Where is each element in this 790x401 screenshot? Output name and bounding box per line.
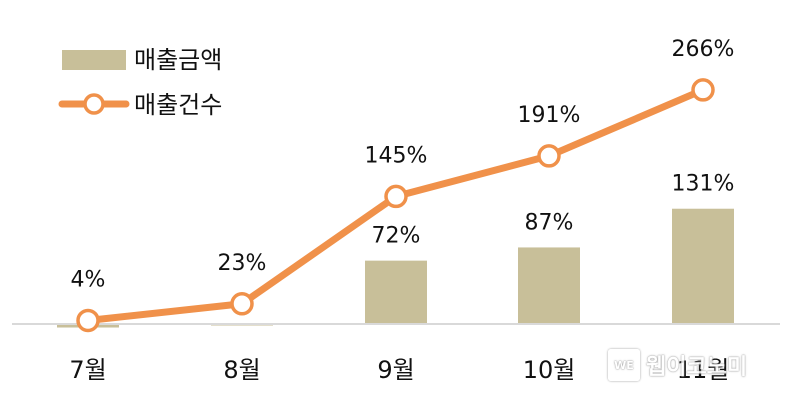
legend-line-marker (83, 93, 105, 115)
line-series (76, 78, 715, 333)
line-value-label-2: 23% (218, 251, 267, 276)
bar-value-label-3: 72% (372, 224, 421, 249)
x-tick-label-2: 8월 (223, 356, 260, 384)
legend-bar-swatch (62, 50, 126, 70)
bar-3 (365, 260, 427, 324)
line-point-1 (76, 308, 100, 333)
legend-line-label: 매출건수 (134, 91, 222, 119)
line-value-label-1: 4% (71, 267, 106, 292)
watermark: WE 웹이코노미 (608, 348, 747, 382)
line-value-label-3: 145% (365, 143, 428, 168)
bar-value-label-4: 87% (525, 210, 574, 235)
watermark-text: 웹이코노미 (646, 355, 748, 380)
bar-5 (672, 208, 734, 324)
line-point-2 (230, 292, 254, 316)
bar-value-label-5: 131% (672, 172, 735, 197)
line-point-5 (691, 78, 715, 102)
data-labels: 72% 87% 131% 4% 23% 145% 191% 266% (71, 37, 735, 293)
line-point-4 (537, 144, 561, 168)
legend-bar-label: 매출금액 (134, 46, 222, 74)
bar-series (57, 208, 734, 328)
x-tick-label-3: 9월 (377, 356, 414, 384)
line-value-label-4: 191% (518, 103, 581, 128)
bar-4 (518, 247, 580, 324)
line-value-label-5: 266% (672, 37, 735, 62)
x-tick-label-5: 11월 (677, 356, 730, 384)
x-tick-label-1: 7월 (69, 356, 106, 384)
legend: 매출금액 매출건수 (58, 46, 222, 119)
line-point-3 (384, 184, 408, 209)
watermark-logo-icon: WE (608, 349, 640, 381)
x-tick-label-4: 10월 (523, 356, 576, 384)
x-axis: 7월 8월 9월 10월 11월 (12, 323, 780, 384)
